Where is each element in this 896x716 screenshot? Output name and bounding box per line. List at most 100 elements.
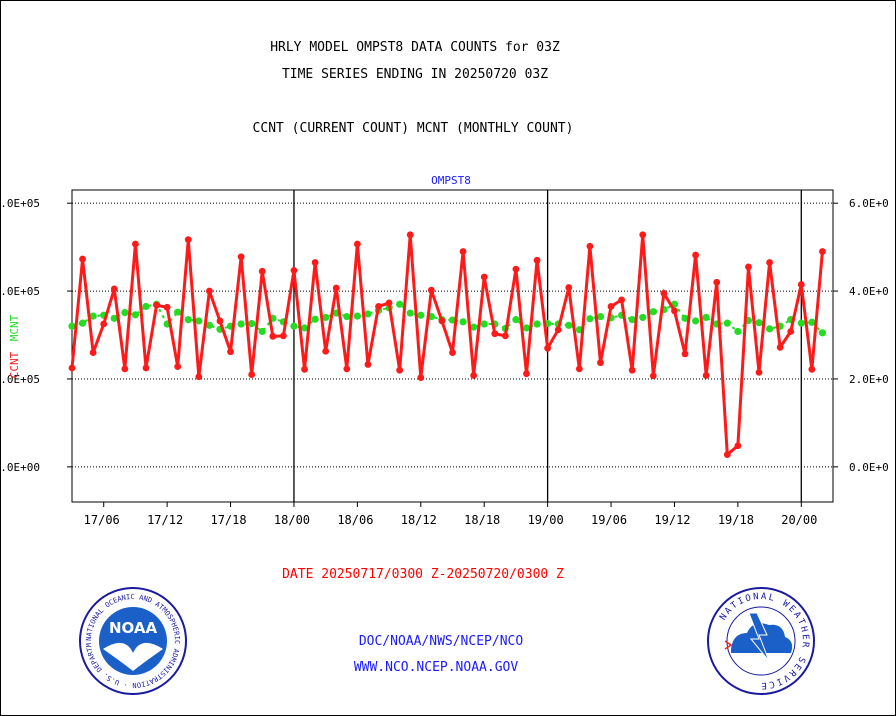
x-tick-label: 18/18 (464, 513, 500, 527)
ccnt-point (279, 332, 287, 340)
ccnt-point (459, 248, 467, 255)
ccnt-point (639, 231, 647, 239)
ccnt-point (808, 365, 816, 373)
ccnt-point (206, 287, 213, 295)
mcnt-point (818, 329, 827, 337)
mcnt-point (681, 314, 689, 322)
right-tick-label: 0.0E+0 (849, 461, 889, 474)
x-axis: 17/06 17/12 17/18 18/00 18/06 18/12 18/18 19/00… (84, 502, 817, 527)
noaa-logo-text: NOAA (109, 619, 158, 637)
nco-path-link[interactable]: DOC/NOAA/NWS/NCEP/NCO (359, 634, 524, 649)
ccnt-point (512, 265, 520, 273)
mcnt-point (131, 311, 140, 319)
ccnt-point (216, 317, 224, 325)
mcnt-point (639, 313, 647, 322)
ccnt-point (649, 372, 657, 380)
ccnt-point (353, 240, 361, 248)
plot-area (71, 189, 834, 503)
ccnt-point (713, 278, 721, 286)
noaa-logo[interactable]: NATIONAL OCEANIC AND ATMOSPHERIC ADMINIS… (79, 587, 187, 695)
ccnt-point (628, 366, 636, 374)
ccnt-point (702, 372, 710, 379)
ccnt-point (554, 326, 562, 334)
ccnt-point (79, 255, 86, 263)
mcnt-point (68, 322, 76, 330)
ccnt-point (597, 359, 604, 367)
ccnt-point (132, 240, 139, 248)
mcnt-point (691, 317, 700, 325)
ccnt-point (417, 374, 425, 382)
x-tick-label: 19/12 (654, 513, 690, 527)
ccnt-point (110, 285, 118, 293)
ccnt-point (311, 259, 319, 266)
ccnt-point (142, 364, 150, 372)
mcnt-point (205, 321, 214, 329)
ccnt-point (163, 303, 171, 311)
ccnt-point (100, 320, 108, 328)
ccnt-point (491, 330, 499, 338)
mcnt-point (797, 319, 805, 327)
mcnt-point (396, 300, 404, 308)
nws-cloud-icon (731, 623, 793, 653)
nws-logo[interactable]: NATIONAL WEATHER SERVICE (707, 587, 815, 695)
left-tick-label: .0E+05 (0, 197, 40, 210)
mcnt-point (417, 311, 425, 319)
mcnt-point (237, 320, 245, 328)
ccnt-point (618, 296, 626, 304)
x-tick-label: 17/12 (147, 513, 183, 527)
right-tick-label: 6.0E+0 (849, 197, 889, 210)
ccnt-point (544, 344, 552, 352)
x-tick-label: 18/00 (274, 513, 310, 527)
ccnt-point (258, 267, 266, 275)
ccnt-point (607, 303, 615, 310)
left-tick-label: .0E+05 (0, 373, 40, 386)
mcnt-point (512, 316, 520, 324)
ccnt-point (406, 231, 414, 239)
left-tick-label: .0E+00 (0, 461, 40, 474)
left-y-axis: .0E+00 .0E+05 .0E+05 .0E+05 (0, 197, 72, 474)
mcnt-point (343, 312, 351, 321)
nws-lightning-icon (748, 612, 770, 662)
ccnt-point (68, 364, 76, 372)
mcnt-point (174, 308, 182, 316)
ccnt-point (174, 363, 182, 371)
mcnt-point (649, 308, 657, 316)
x-tick-label: 17/06 (84, 513, 120, 527)
ccnt-point (723, 451, 731, 458)
mcnt-point (702, 313, 710, 322)
date-range-label: DATE 20250717/0300 Z-20250720/0300 Z (282, 567, 564, 582)
ccnt-point (269, 332, 277, 340)
ccnt-point (501, 332, 509, 340)
ccnt-point (575, 365, 583, 373)
chart-subtitle: CCNT (CURRENT COUNT) MCNT (MONTHLY COUNT… (253, 121, 574, 136)
mcnt-point (628, 316, 636, 324)
mcnt-point (533, 320, 541, 328)
ccnt-point (396, 366, 404, 374)
nco-website-link[interactable]: WWW.NCO.NCEP.NOAA.GOV (354, 660, 519, 675)
right-tick-label: 4.0E+0 (849, 285, 889, 298)
mcnt-point (586, 315, 594, 323)
ccnt-point (787, 328, 795, 335)
ccnt-point (734, 442, 742, 450)
mcnt-point (765, 325, 774, 333)
mcnt-point (110, 314, 118, 322)
ccnt-point (322, 347, 330, 355)
chart-title-line1: HRLY MODEL OMPST8 DATA COUNTS for 03Z (270, 40, 560, 55)
x-tick-label: 19/06 (591, 513, 627, 527)
mcnt-point (565, 321, 573, 329)
mcnt-point (480, 320, 488, 328)
ccnt-point (819, 248, 826, 255)
chart-title-line2: TIME SERIES ENDING IN 20250720 03Z (282, 67, 548, 82)
ccnt-point (364, 361, 372, 368)
ccnt-point (427, 286, 435, 294)
ccnt-point (301, 365, 308, 373)
ccnt-point (523, 370, 530, 378)
mcnt-point (522, 324, 531, 332)
mcnt-point (258, 327, 266, 336)
ccnt-series-line (70, 234, 824, 458)
ccnt-point (797, 281, 805, 288)
ccnt-point (671, 307, 678, 315)
ccnt-point (449, 349, 456, 356)
x-tick-label: 18/12 (401, 513, 437, 527)
ccnt-point (565, 284, 573, 291)
